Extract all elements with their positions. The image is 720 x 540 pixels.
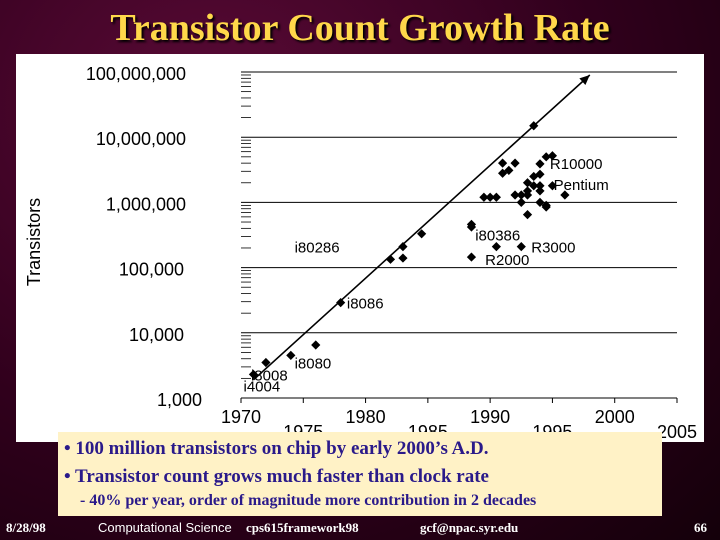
data-point <box>479 192 489 202</box>
data-point <box>498 168 508 178</box>
data-point <box>522 178 533 188</box>
y-tick-label: 100,000,000 <box>86 64 186 84</box>
data-point <box>466 219 477 229</box>
trend-arrow-head <box>579 74 590 86</box>
footer-date: 8/28/98 <box>6 520 46 535</box>
data-point <box>535 186 545 196</box>
processor-label: R10000 <box>550 156 603 173</box>
footer-file: cps615framework98 <box>246 520 359 535</box>
processor-label: i80386 <box>475 228 520 245</box>
chart-panel: i4004 i8008 i8080 i8086 i80286 i80386 R2000 R30… <box>16 54 704 442</box>
data-point <box>535 159 545 169</box>
data-point <box>535 181 545 191</box>
data-point <box>529 181 539 191</box>
data-point <box>466 252 477 262</box>
data-point <box>491 192 501 202</box>
processor-label: i8008 <box>251 367 288 384</box>
data-point <box>385 254 396 264</box>
data-point <box>541 152 551 162</box>
trend-line <box>252 74 591 381</box>
notes-panel: • 100 million transistors on chip by ear… <box>58 432 662 516</box>
data-point <box>417 229 427 239</box>
footer-course: Computational Science <box>98 520 232 535</box>
data-point <box>535 169 545 179</box>
data-point <box>398 253 408 263</box>
processor-label: i4004 <box>243 379 280 396</box>
processor-label: Pentium <box>554 177 609 194</box>
x-tick-label: 1980 <box>346 407 386 427</box>
processor-label: i8080 <box>295 356 332 373</box>
data-point <box>498 158 508 168</box>
data-point <box>248 369 259 380</box>
data-point <box>510 190 520 200</box>
footer-email: gcf@npac.syr.edu <box>420 520 519 535</box>
processor-label: R3000 <box>531 240 575 257</box>
x-tick-label: 2000 <box>595 407 635 427</box>
y-tick-label: 1,000,000 <box>106 194 186 214</box>
data-point <box>529 121 539 131</box>
data-point <box>261 357 271 368</box>
x-tick-label: 1970 <box>221 407 261 427</box>
footer-page-number: 66 <box>694 520 707 535</box>
data-point <box>510 158 520 168</box>
data-point <box>516 241 526 252</box>
y-tick-label: 100,000 <box>119 260 184 280</box>
data-point <box>286 350 296 361</box>
x-tick-label: 1990 <box>470 407 510 427</box>
processor-label: i8086 <box>347 296 384 313</box>
processor-label: R2000 <box>485 252 529 269</box>
y-tick-label: 1,000 <box>157 390 202 410</box>
data-point <box>398 241 408 252</box>
data-point <box>485 192 495 202</box>
x-tick-label: 2005 <box>657 422 697 442</box>
processor-label: i80286 <box>295 240 340 257</box>
data-point <box>311 340 321 350</box>
slide-title: Transistor Count Growth Rate <box>110 7 610 49</box>
data-point <box>547 181 558 191</box>
bullet-1: • 100 million transistors on chip by ear… <box>64 438 489 459</box>
y-tick-label: 10,000 <box>129 325 184 345</box>
bullet-2: • Transistor count grows much faster tha… <box>64 466 489 487</box>
data-point <box>516 197 526 207</box>
y-axis-title: Transistors <box>24 198 44 286</box>
data-point <box>560 190 570 200</box>
y-tick-label: 10,000,000 <box>96 129 186 149</box>
data-point <box>522 209 533 220</box>
data-point <box>541 200 551 210</box>
data-point <box>491 241 501 252</box>
data-point <box>522 190 533 200</box>
data-point <box>504 165 514 175</box>
sub-bullet-1: - 40% per year, order of magnitude more … <box>80 492 537 509</box>
data-point <box>336 298 346 308</box>
data-point <box>516 190 526 200</box>
data-point <box>547 151 558 161</box>
data-point <box>535 197 545 207</box>
